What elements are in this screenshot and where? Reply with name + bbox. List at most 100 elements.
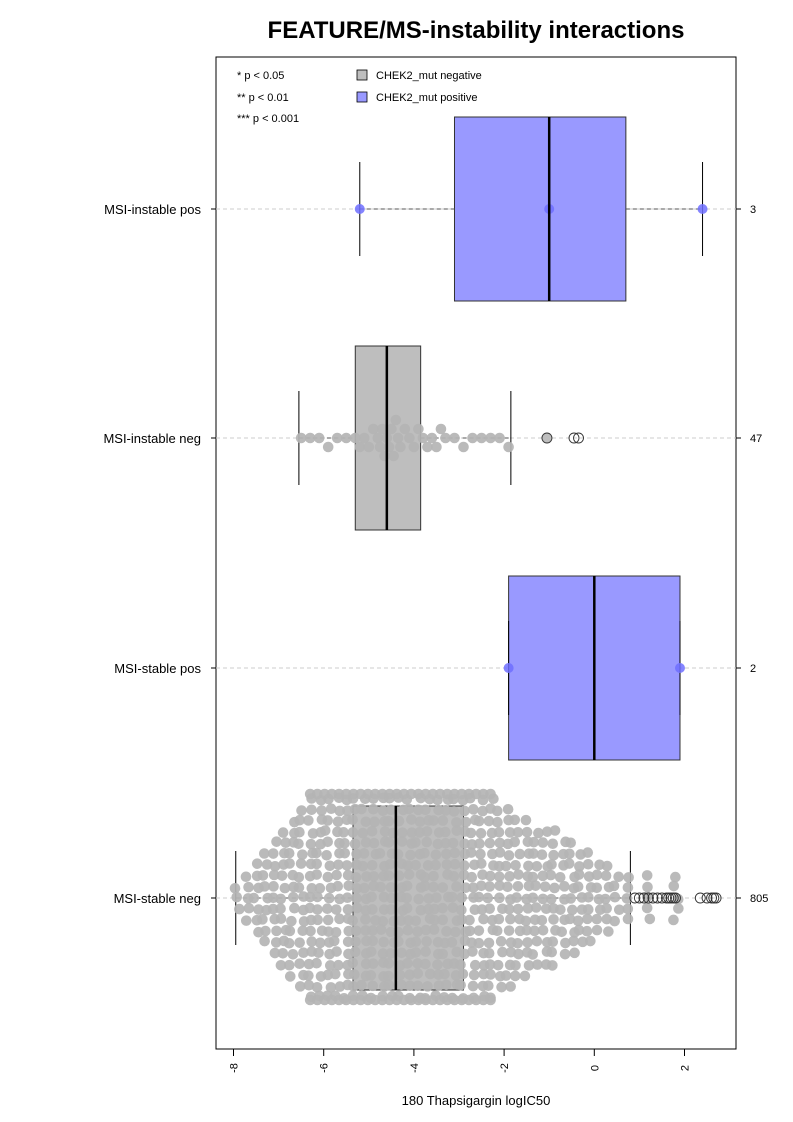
data-point [311, 957, 322, 969]
data-point [476, 904, 488, 915]
data-point [306, 883, 318, 894]
data-point [271, 925, 282, 937]
data-point [410, 837, 421, 848]
data-point [591, 924, 603, 936]
data-point [251, 858, 263, 869]
x-tick-label: -2 [499, 1063, 511, 1073]
data-point [623, 872, 634, 883]
outlier-point [568, 432, 580, 444]
data-point [429, 914, 440, 926]
data-point [404, 980, 416, 992]
data-point [323, 892, 335, 904]
data-point [522, 937, 533, 948]
data-point [527, 871, 539, 883]
data-point [520, 915, 532, 927]
data-point [348, 981, 359, 992]
data-point [537, 870, 549, 882]
data-point [613, 871, 624, 883]
data-point [509, 814, 521, 826]
data-point [478, 913, 489, 925]
outlier-point [701, 892, 713, 904]
group-label: MSI-instable neg [103, 431, 201, 446]
data-point [491, 805, 503, 817]
data-point [522, 903, 534, 914]
data-point [554, 871, 566, 883]
data-point [622, 913, 634, 925]
data-point [449, 847, 461, 859]
data-point [390, 414, 402, 426]
data-point [375, 881, 387, 893]
data-point [460, 882, 472, 893]
data-point [378, 936, 390, 948]
data-point [402, 860, 414, 871]
data-point [674, 663, 685, 673]
data-point [556, 926, 567, 938]
data-point [260, 925, 271, 937]
data-point [494, 432, 505, 444]
data-point [349, 946, 361, 958]
data-point [513, 869, 524, 880]
data-point [582, 904, 594, 915]
x-axis-label: 180 Thapsigargin logIC50 [402, 1093, 551, 1108]
data-point [467, 432, 478, 444]
data-point [520, 814, 532, 826]
data-point [514, 848, 526, 860]
data-point [545, 893, 557, 905]
data-point [295, 432, 307, 444]
data-point [316, 805, 327, 816]
data-point [441, 859, 453, 870]
data-point [333, 959, 344, 971]
x-tick-label: 2 [680, 1065, 692, 1071]
data-point [342, 904, 354, 915]
outlier-point [710, 892, 722, 904]
data-point [541, 826, 553, 837]
outlier-point [651, 892, 663, 904]
data-point [429, 903, 440, 915]
outlier-point [667, 892, 679, 904]
data-point [512, 826, 524, 838]
data-point [547, 838, 559, 850]
data-point [331, 946, 342, 957]
sig-legend-2: ** p < 0.01 [237, 92, 289, 104]
data-point [360, 837, 372, 848]
data-point [503, 925, 515, 936]
data-point [334, 893, 345, 905]
data-point [287, 948, 299, 960]
data-point [505, 913, 516, 925]
data-point [369, 816, 380, 828]
data-point [395, 441, 406, 453]
data-point [437, 815, 449, 826]
data-point [377, 916, 389, 927]
data-point [451, 825, 463, 836]
data-point [641, 870, 653, 881]
data-point [339, 847, 351, 859]
data-point [277, 947, 289, 959]
data-point [673, 903, 684, 914]
data-point [465, 847, 477, 858]
data-point [510, 859, 521, 871]
data-point [284, 971, 296, 982]
data-point [311, 981, 323, 993]
data-point [440, 979, 452, 991]
data-point [457, 968, 469, 980]
data-point [697, 204, 708, 214]
data-point [329, 968, 341, 980]
data-point [384, 859, 396, 870]
data-point [313, 947, 324, 959]
data-point [467, 946, 478, 957]
data-point [476, 432, 487, 444]
group-label: MSI-instable pos [104, 202, 201, 217]
data-point [484, 837, 496, 849]
data-point [421, 836, 433, 848]
data-point [374, 848, 386, 859]
data-point [494, 871, 505, 882]
data-point [539, 881, 551, 892]
x-tick-label: -6 [319, 1063, 331, 1073]
data-point [368, 871, 380, 882]
group-count: 2 [750, 663, 756, 675]
data-point [532, 959, 543, 970]
data-point [383, 441, 395, 453]
data-point [447, 837, 459, 849]
data-point [293, 882, 305, 893]
data-point [401, 902, 413, 914]
